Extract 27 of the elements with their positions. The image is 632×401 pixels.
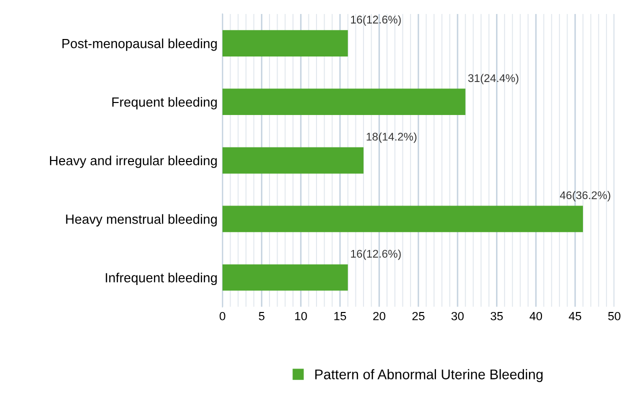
x-tick-label: 35 [490, 312, 503, 320]
data-label: 16(12.6%) [351, 250, 401, 260]
x-tick-label: 20 [373, 312, 386, 320]
y-tick-label: Post-menopausal bleeding [62, 38, 217, 51]
y-tick-label: Heavy menstrual bleeding [66, 214, 217, 226]
bar [222, 206, 583, 232]
bar [222, 264, 348, 291]
y-tick-label: Heavy and irregular bleeding [50, 156, 217, 168]
x-tick-label: 30 [451, 312, 464, 320]
bar [222, 147, 364, 174]
data-label: 16(12.6%) [351, 15, 401, 26]
x-tick-label: 40 [530, 312, 542, 320]
y-tick-label: Infrequent bleeding [106, 272, 217, 286]
x-tick-label: 25 [412, 312, 424, 320]
data-label: 46(36.2%) [560, 191, 610, 202]
y-tick-label: Frequent bleeding [112, 97, 217, 110]
data-label: 18(14.2%) [366, 132, 416, 143]
bar [222, 30, 348, 56]
x-tick-label: 45 [568, 312, 582, 320]
x-tick-label: 50 [608, 312, 620, 320]
x-tick-label: 0 [220, 312, 226, 320]
legend-label: Pattern of Abnormal Uterine Bleeding [315, 369, 543, 382]
bar [222, 88, 466, 116]
x-tick-label: 15 [334, 312, 346, 320]
x-tick-label: 10 [295, 312, 307, 320]
data-label: 31(24.4%) [468, 74, 518, 84]
x-tick-label: 5 [258, 312, 264, 320]
